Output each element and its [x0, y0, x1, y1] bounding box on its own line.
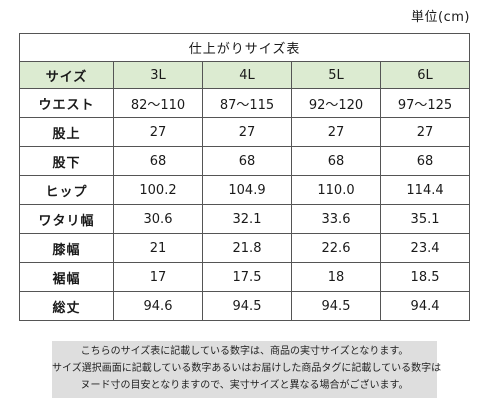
table-cell: 68: [379, 146, 471, 176]
table-cell: 94.5: [291, 291, 381, 321]
note-line: サイズ選択画面に記載している数字あるいはお届けした商品タグに記載している数字は: [52, 363, 442, 374]
table-header-row: サイズ 3L 4L 5L 6L: [19, 61, 471, 89]
table-cell: 27: [291, 117, 381, 147]
table-row-hip: ヒップ 100.2 104.9 110.0 114.4: [19, 175, 471, 205]
table-row-length: 総丈 94.6 94.5 94.5 94.4: [19, 291, 471, 321]
table-cell: 21.8: [202, 233, 292, 263]
table-cell: 27: [379, 117, 471, 147]
table-cell: 27: [202, 117, 292, 147]
header-size-5l: 5L: [291, 61, 381, 89]
header-size-4l: 4L: [202, 61, 292, 89]
note-line: ヌード寸の目安となりますので、実寸サイズと異なる場合がございます。: [80, 380, 409, 391]
row-label: 裾幅: [19, 262, 114, 292]
table-cell: 35.1: [379, 204, 471, 234]
table-cell: 97～125: [379, 88, 471, 118]
row-label: ヒップ: [19, 175, 114, 205]
table-cell: 87～115: [202, 88, 292, 118]
table-row-hem: 裾幅 17 17.5 18 18.5: [19, 262, 471, 292]
row-label: 股上: [19, 117, 114, 147]
row-label: 膝幅: [19, 233, 114, 263]
table-row-waist: ウエスト 82～110 87～115 92～120 97～125: [19, 88, 471, 118]
table-cell: 94.6: [113, 291, 203, 321]
header-size-6l: 6L: [379, 61, 471, 89]
row-label: ウエスト: [19, 88, 114, 118]
unit-label: 単位(cm): [411, 10, 470, 25]
table-row-thigh: ワタリ幅 30.6 32.1 33.6 35.1: [19, 204, 471, 234]
table-cell: 33.6: [291, 204, 381, 234]
table-cell: 21: [113, 233, 203, 263]
table-cell: 17: [113, 262, 203, 292]
table-cell: 30.6: [113, 204, 203, 234]
row-label: 股下: [19, 146, 114, 176]
header-size-3l: 3L: [113, 61, 203, 89]
table-cell: 27: [113, 117, 203, 147]
table-cell: 18.5: [379, 262, 471, 292]
table-cell: 68: [202, 146, 292, 176]
row-label: 総丈: [19, 291, 114, 321]
table-cell: 92～120: [291, 88, 381, 118]
table-cell: 94.5: [202, 291, 292, 321]
table-row-rise: 股上 27 27 27 27: [19, 117, 471, 147]
header-label: サイズ: [19, 61, 114, 89]
table-cell: 68: [113, 146, 203, 176]
table-cell: 22.6: [291, 233, 381, 263]
table-cell: 68: [291, 146, 381, 176]
table-cell: 100.2: [113, 175, 203, 205]
table-row-knee: 膝幅 21 21.8 22.6 23.4: [19, 233, 471, 263]
row-label: ワタリ幅: [19, 204, 114, 234]
table-title: 仕上がりサイズ表: [18, 33, 471, 62]
table-cell: 104.9: [202, 175, 292, 205]
table-cell: 82～110: [113, 88, 203, 118]
size-note-box: こちらのサイズ表に記載している数字は、商品の実寸サイズとなります。 サイズ選択画…: [52, 341, 442, 398]
table-row-inseam: 股下 68 68 68 68: [19, 146, 471, 176]
note-line: こちらのサイズ表に記載している数字は、商品の実寸サイズとなります。: [80, 346, 409, 357]
table-cell: 23.4: [379, 233, 471, 263]
table-title-row: 仕上がりサイズ表: [18, 33, 471, 62]
table-cell: 17.5: [202, 262, 292, 292]
table-cell: 114.4: [379, 175, 471, 205]
table-cell: 18: [291, 262, 381, 292]
table-cell: 110.0: [291, 175, 381, 205]
table-cell: 94.4: [379, 291, 471, 321]
size-chart-table: 仕上がりサイズ表 サイズ 3L 4L 5L 6L ウエスト 82～110 87～…: [18, 33, 471, 321]
table-cell: 32.1: [202, 204, 292, 234]
